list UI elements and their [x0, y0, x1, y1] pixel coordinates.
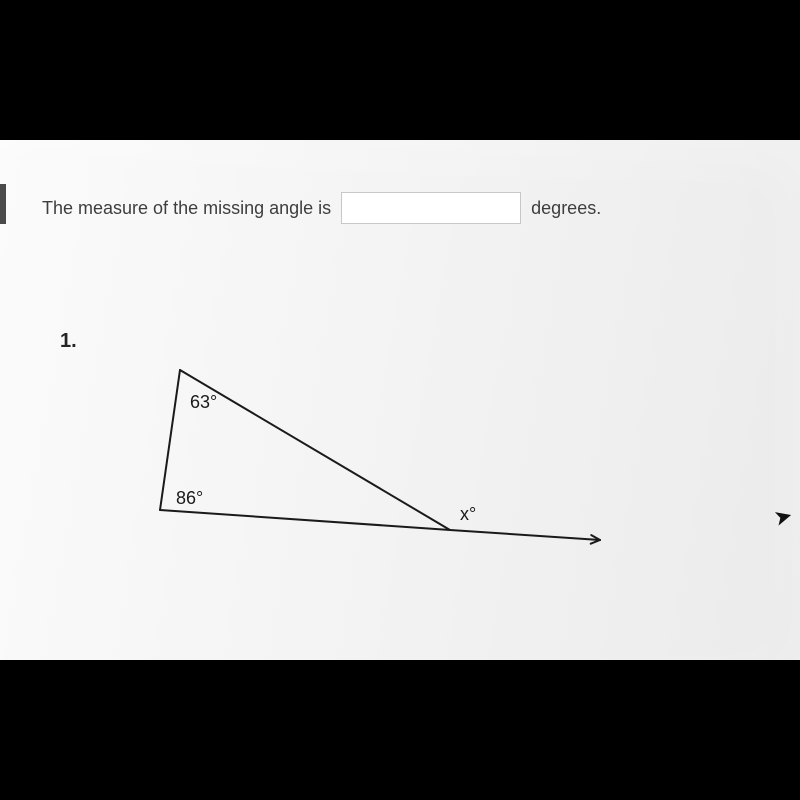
question-prefix-text: The measure of the missing angle is — [42, 198, 331, 219]
question-suffix-text: degrees. — [531, 198, 601, 219]
problem-area: 1. 63° 86° x° — [60, 330, 700, 630]
angle-label: 86° — [176, 488, 203, 508]
cursor-icon: ➤ — [771, 502, 796, 532]
question-marker — [0, 184, 6, 224]
angle-label: 63° — [190, 392, 217, 412]
angle-label: x° — [460, 504, 476, 524]
problem-number: 1. — [60, 330, 77, 353]
answer-input[interactable] — [341, 192, 521, 224]
question-row: The measure of the missing angle is degr… — [42, 192, 601, 224]
triangle-diagram: 63° 86° x° — [100, 360, 660, 580]
worksheet-screen: The measure of the missing angle is degr… — [0, 140, 800, 660]
